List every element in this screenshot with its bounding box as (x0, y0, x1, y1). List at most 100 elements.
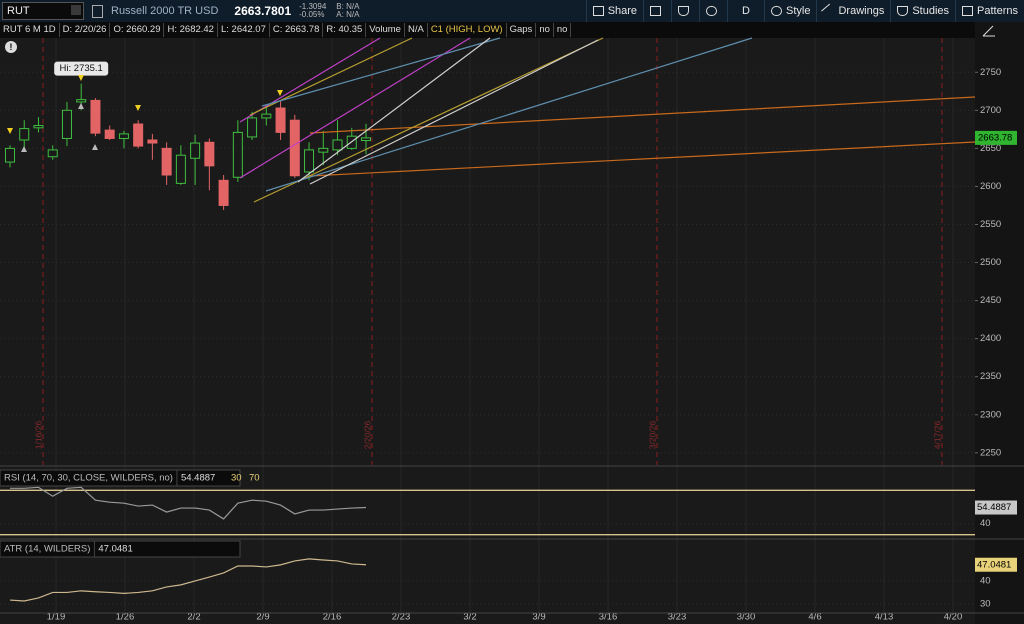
study-title: RSI (14, 70, 30, CLOSE, WILDERS, no) (4, 473, 173, 484)
snapshot-button[interactable] (643, 0, 671, 22)
toolbar: RUT Russell 2000 TR USD 2663.7801 -1.309… (0, 0, 1024, 22)
trend-line (253, 37, 604, 203)
y-tick-label: 40 (980, 518, 991, 529)
last-price: 2663.7801 (234, 4, 292, 18)
change-percent: -0.05% (299, 10, 325, 19)
buy-arrow (92, 144, 98, 150)
y-tick-label: 2300 (980, 409, 1001, 420)
candle-body (190, 142, 201, 159)
symbol-icon[interactable] (92, 4, 103, 18)
info-item: C: 2663.78 (270, 23, 324, 37)
candle-body (76, 99, 87, 103)
studies-button[interactable]: Studies (890, 0, 955, 22)
y-tick-label: 2750 (980, 67, 1001, 78)
style-button[interactable]: Style (764, 0, 816, 22)
flask-button[interactable] (671, 0, 699, 22)
sell-arrow (277, 90, 283, 96)
trend-line (297, 37, 491, 183)
study-value: 47.0481 (98, 544, 132, 555)
x-tick-label: 2/2 (187, 612, 200, 623)
ask: A: N/A (336, 10, 360, 19)
candle-body (318, 147, 329, 153)
info-item[interactable]: C1 (HIGH, LOW) (428, 23, 507, 37)
share-button[interactable]: Share (585, 0, 643, 22)
change: -1.3094 -0.05% (299, 3, 326, 19)
study-value-box (975, 557, 1017, 572)
bid-ask: B: N/A A: N/A (336, 3, 359, 19)
y-tick-label: 2550 (980, 219, 1001, 230)
level-label: 30 (231, 473, 242, 484)
label: D (742, 5, 750, 17)
study-header-bg (0, 469, 241, 487)
drawings-button[interactable]: Drawings (816, 0, 890, 22)
study-header-bg (0, 540, 241, 558)
patterns-button[interactable]: Patterns (955, 0, 1024, 22)
info-item: R: 40.35 (323, 23, 367, 37)
change-value: -1.3094 (299, 2, 327, 11)
y-tick-label: 2450 (980, 295, 1001, 306)
drawings (239, 37, 976, 203)
icon (962, 6, 974, 16)
bid: B: N/A (336, 2, 360, 11)
event-label: 4/17/26 (932, 421, 942, 450)
trend-line (309, 39, 599, 185)
trend-line (249, 37, 413, 116)
candle-body (232, 131, 243, 178)
event-label: 2/20/26 (362, 421, 372, 450)
last-price-box (975, 130, 1017, 145)
study-line (10, 486, 367, 520)
level-label: 70 (249, 473, 260, 484)
candle-body (133, 123, 144, 147)
sell-arrow (135, 105, 141, 111)
dropdown[interactable] (71, 5, 81, 15)
tool-icon[interactable] (982, 25, 995, 37)
info-item[interactable]: N/A (405, 23, 428, 37)
icon (706, 6, 718, 16)
icon (592, 6, 604, 16)
info-item[interactable]: Gaps (507, 23, 537, 37)
symbol-input[interactable]: RUT (2, 2, 84, 20)
x-tick-label: 1/19 (47, 612, 66, 623)
buy-arrow (21, 146, 27, 152)
x-tick-label: 3/9 (532, 612, 545, 623)
x-tick-label: 3/16 (599, 612, 618, 623)
y-tick-label: 2650 (980, 143, 1001, 154)
price-axis-bg (975, 22, 1024, 624)
candle-body (275, 107, 286, 133)
info-item: H: 2682.42 (164, 23, 218, 37)
icon (678, 6, 690, 16)
candle-body (261, 113, 272, 119)
x-tick-label: 4/6 (808, 612, 821, 623)
symbol: RUT (7, 5, 30, 17)
study-value-label: 54.4887 (977, 502, 1011, 513)
aggregation-button[interactable]: D (727, 0, 764, 22)
x-tick-label: 4/13 (875, 612, 894, 623)
info-item: L: 2642.07 (218, 23, 270, 37)
x-tick-label: 2/16 (323, 612, 342, 623)
study-value-label: 47.0481 (977, 559, 1011, 570)
signals (7, 75, 283, 152)
x-tick-label: 3/30 (737, 612, 756, 623)
info-item[interactable]: Volume (366, 23, 405, 37)
x-tick-label: 4/20 (944, 612, 963, 623)
y-tick-label: 30 (980, 598, 991, 609)
info-item[interactable]: no (554, 23, 572, 37)
icon (897, 6, 909, 16)
info-item[interactable]: no (536, 23, 554, 37)
annotation-box (54, 61, 109, 76)
x-tick-label: 1/26 (116, 612, 135, 623)
info-bar: RUT 6 M 1D D: 2/20/26 O: 2660.29 H: 2682.42… (0, 22, 975, 38)
candle-body (304, 149, 315, 173)
icon (771, 6, 782, 16)
candle-body (332, 139, 343, 151)
candle-body (361, 137, 371, 142)
alert-icon[interactable] (5, 41, 17, 53)
candle-body (218, 179, 229, 206)
x-tick-label: 2/9 (256, 612, 269, 623)
y-tick-label: 2350 (980, 371, 1001, 382)
y-tick-label: 2500 (980, 257, 1001, 268)
candle-body (289, 119, 300, 177)
settings-button[interactable] (699, 0, 727, 22)
candle-body (104, 129, 115, 139)
